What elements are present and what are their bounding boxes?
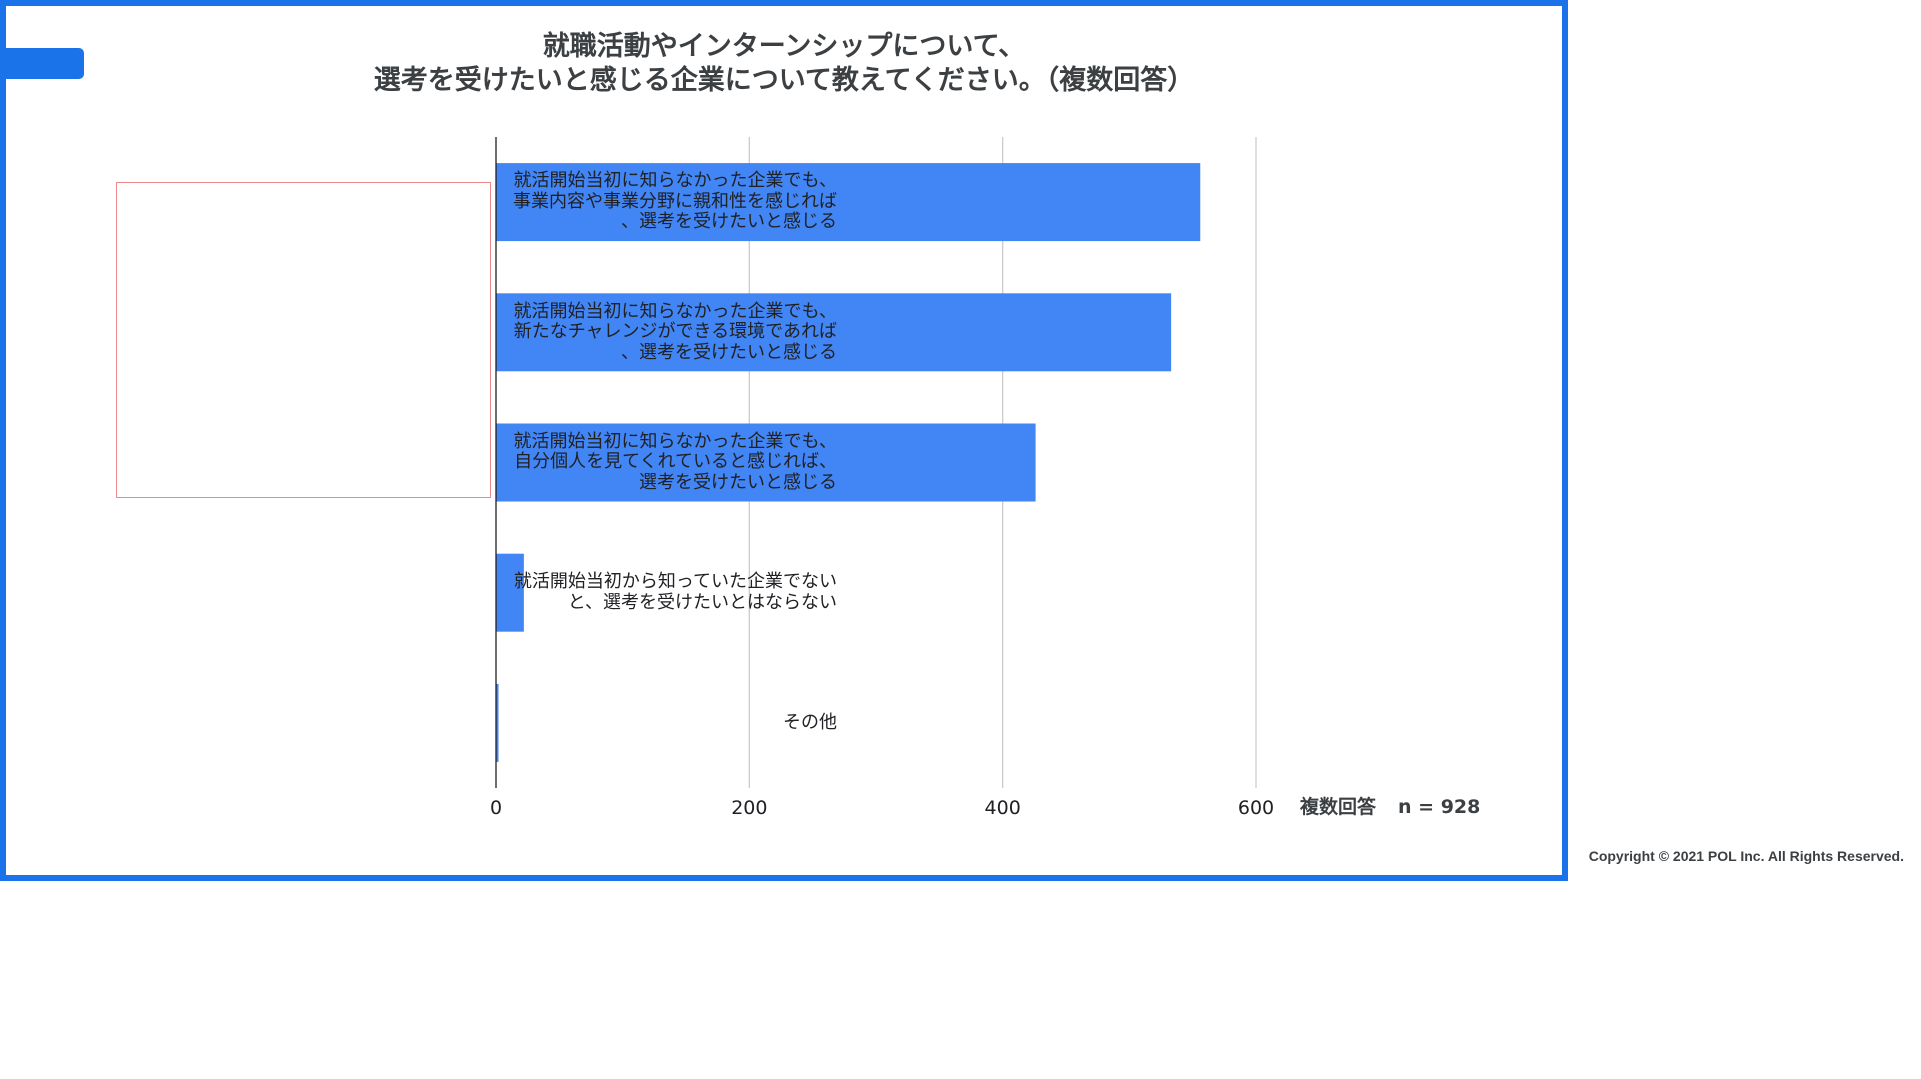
highlight-box (116, 182, 491, 498)
category-label-1-line-2: 事業内容や事業分野に親和性を感じれば (513, 190, 837, 212)
copyright: Copyright © 2021 POL Inc. All Rights Res… (1588, 848, 1904, 864)
category-label-3-line-2: 自分個人を見てくれていると感じれば、 (514, 451, 837, 473)
category-label-3-line-1: 就活開始当初に知らなかった企業でも、 (513, 430, 837, 452)
x-tick-label-0: 0 (489, 797, 503, 819)
x-tick-label-600: 600 (1237, 797, 1275, 819)
category-label-5: その他 (783, 711, 837, 734)
bar-1 (496, 163, 1201, 242)
category-label-2-line-1: 就活開始当初に知らなかった企業でも、 (513, 300, 837, 322)
title-line-1: 就職活動やインターンシップについて、 (542, 31, 1026, 62)
category-label-1: 就活開始当初に知らなかった企業でも、 事業内容や事業分野に親和性を感じれば 、選考を… (513, 171, 837, 233)
multi-answer-label: 複数回答 (1300, 796, 1377, 818)
response-note: 複数回答 n = 928 (1300, 792, 1480, 819)
x-tick-label-200: 200 (731, 797, 768, 819)
title-line-2: 選考を受けたいと感じる企業について教えてください。（複数回答） (373, 65, 1195, 96)
category-label-4-line-2: と、選考を受けたいとはならない (567, 591, 837, 613)
category-label-1-line-1: 就活開始当初に知らなかった企業でも、 (513, 170, 837, 192)
bar-chart (495, 137, 1257, 788)
category-label-5-line-1: その他 (783, 711, 837, 733)
bar-4 (496, 553, 524, 632)
chart-title: 就職活動やインターンシップについて、 選考を受けたいと感じる企業について教えてく… (0, 30, 1568, 98)
x-tick-label-400: 400 (984, 797, 1021, 819)
category-label-3: 就活開始当初に知らなかった企業でも、 自分個人を見てくれていると感じれば、 選考を受… (513, 430, 837, 494)
category-label-1-line-3: 、選考を受けたいと感じる (621, 211, 837, 233)
category-label-3-line-3: 選考を受けたいと感じる (639, 471, 837, 493)
sample-size-label: n = 928 (1398, 796, 1481, 818)
accent-tab (0, 48, 84, 79)
bar-3 (496, 423, 1036, 502)
category-label-4-line-1: 就活開始当初から知っていた企業でない (513, 571, 837, 593)
category-label-2-line-3: 、選考を受けたいと感じる (621, 341, 837, 363)
category-label-4: 就活開始当初から知っていた企業でない と、選考を受けたいとはならない (514, 572, 837, 613)
category-label-2-line-2: 新たなチャレンジができる環境であれば (513, 321, 837, 343)
bar-2 (496, 293, 1172, 372)
bar-5 (496, 683, 499, 762)
category-label-2: 就活開始当初に知らなかった企業でも、 新たなチャレンジができる環境であれば 、選考を… (513, 300, 837, 364)
